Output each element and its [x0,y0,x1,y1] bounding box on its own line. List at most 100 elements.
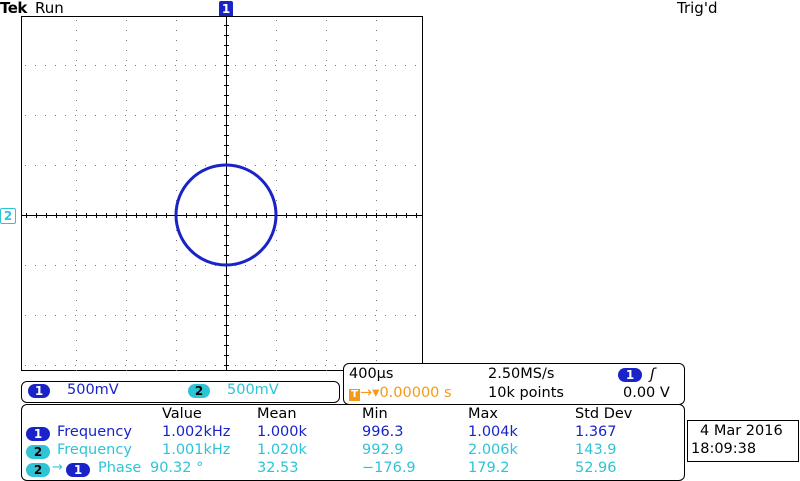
grid-dot [215,265,216,266]
grid-dot [376,270,377,271]
grid-dot [176,360,177,361]
grid-dot [176,160,177,161]
grid-dot [76,40,77,41]
grid-dot [335,265,336,266]
ch1-badge[interactable]: 1 [28,384,50,398]
grid-dot [276,40,277,41]
grid-dot [155,65,156,66]
grid-dot [76,150,77,151]
xy-lissajous-trace [174,163,278,267]
grid-dot [285,165,286,166]
grid-dot [415,315,416,316]
grid-dot [175,265,176,266]
grid-dot [76,130,77,131]
grid-dot [326,310,327,311]
grid-dot [415,165,416,166]
grid-dot [35,115,36,116]
grid-dot [305,315,306,316]
grid-dot [185,365,186,366]
grid-dot [126,320,127,321]
grid-dot [335,315,336,316]
time-per-div: 400µs [349,366,394,382]
row3-target-badge[interactable]: 1 [66,463,90,477]
grid-dot [375,265,376,266]
grid-dot [126,20,127,21]
row1-source-badge[interactable]: 1 [26,427,50,441]
grid-dot [195,265,196,266]
grid-dot [76,90,77,91]
grid-dot [76,280,77,281]
trigger-source-badge[interactable]: 1 [618,368,642,382]
grid-dot [175,365,176,366]
grid-dot [376,70,377,71]
grid-dot [325,115,326,116]
ch2-position-marker[interactable]: 2 [0,208,16,224]
grid-dot [376,210,377,211]
row2-value: 1.001kHz [162,442,231,458]
grid-dot [105,65,106,66]
rising-edge-icon: ʃ [650,365,656,383]
grid-dot [25,265,26,266]
grid-dot [395,65,396,66]
grid-dot [355,115,356,116]
grid-dot [385,165,386,166]
grid-dot [185,315,186,316]
grid-dot [326,20,327,21]
grid-dot [285,265,286,266]
grid-dot [126,60,127,61]
grid-dot [76,180,77,181]
grid-dot [126,250,127,251]
grid-dot [276,360,277,361]
grid-dot [276,110,277,111]
grid-dot [365,65,366,66]
grid-dot [25,65,26,66]
grid-dot [55,165,56,166]
grid-dot [126,70,127,71]
grid-dot [185,165,186,166]
grid-dot [85,165,86,166]
grid-dot [75,315,76,316]
trigger-position-icon: T [349,389,360,401]
grid-dot [76,340,77,341]
grid-dot [376,90,377,91]
grid-dot [235,315,236,316]
grid-dot [76,370,77,371]
grid-dot [115,265,116,266]
grid-dot [215,365,216,366]
grid-dot [45,65,46,66]
grid-dot [95,165,96,166]
grid-dot [76,30,77,31]
row2-std: 143.9 [575,442,617,458]
grid-dot [76,230,77,231]
grid-dot [376,110,377,111]
grid-dot [276,350,277,351]
row3-min: −176.9 [362,460,416,476]
grid-dot [215,315,216,316]
grid-dot [376,220,377,221]
row2-source-badge[interactable]: 2 [26,445,50,459]
grid-dot [135,165,136,166]
row2-label: Frequency [57,442,132,458]
grid-dot [376,320,377,321]
grid-dot [385,65,386,66]
grid-dot [155,115,156,116]
grid-dot [326,70,327,71]
grid-dot [345,65,346,66]
grid-dot [376,60,377,61]
grid-dot [395,265,396,266]
grid-dot [126,30,127,31]
row3-source-badge[interactable]: 2 [26,463,50,477]
grid-dot [95,315,96,316]
ch2-badge[interactable]: 2 [188,384,210,398]
grid-dot [345,265,346,266]
grid-dot [165,315,166,316]
grid-dot [276,100,277,101]
grid-dot [326,250,327,251]
grid-dot [255,265,256,266]
grid-dot [335,65,336,66]
grid-dot [65,115,66,116]
grid-dot [335,115,336,116]
grid-dot [315,315,316,316]
grid-dot [176,170,177,171]
grid-dot [385,315,386,316]
